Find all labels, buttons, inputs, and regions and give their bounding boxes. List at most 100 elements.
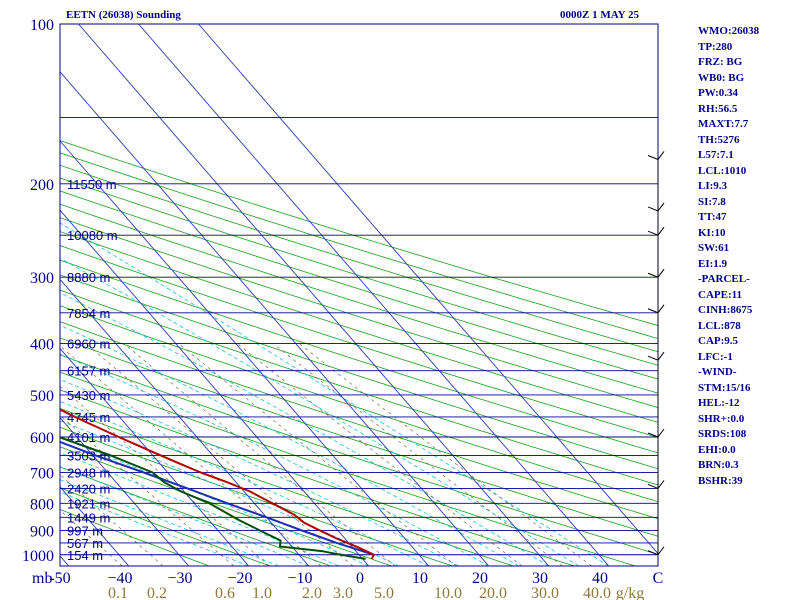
height-label: 2420 m [67,481,110,496]
mixing-ratio-label: 0.2 [147,585,167,600]
moist-adiabat [60,257,580,566]
isotherm [60,347,250,566]
isotherm [60,140,430,566]
pressure-tick-label: 400 [30,337,54,354]
temperature-tick-label: 10 [412,570,428,587]
dry-adiabat [60,217,658,408]
moist-adiabat [60,452,339,566]
wind-barbs [647,151,665,556]
dry-adiabat [60,337,658,537]
wind-barb [647,230,659,236]
wind-barb [647,206,659,212]
pressure-tick-label: 900 [30,523,54,540]
indices-panel: WMO:26038 TP:280 FRZ: BG WB0: BG PW:0.34 RH:5… [698,24,759,489]
sounding-profiles [60,408,375,560]
isotherm [78,24,550,566]
dewpoint-line [60,436,366,560]
grid-lines [0,24,658,566]
mixing-ratio-line [60,509,123,566]
wind-barb [647,432,659,438]
temperature-tick-label: -50 [49,570,70,587]
chart-title: EETN (26038) Sounding [66,9,181,21]
index-item: WB0: BG [698,71,745,84]
wind-barb [647,155,659,160]
pressure-unit-label: mb [32,570,52,587]
height-label: 3503 m [67,448,110,463]
height-label: 997 m [67,523,103,538]
mixing-ratio-line [272,343,563,566]
height-label: 1449 m [67,510,110,525]
isotherm [60,416,190,566]
index-item: EI:1.9 [698,257,728,270]
dry-adiabat [60,446,392,566]
temperature-tick-label: 40 [592,570,608,587]
isotherm [0,24,9,566]
wind-barb [657,428,665,438]
plot-frame [59,23,659,567]
dry-adiabat [60,177,658,366]
dry-adiabat [60,289,658,486]
wind-barb [647,355,659,361]
moist-adiabat [60,466,309,566]
index-item: EHI:0.0 [698,443,736,456]
index-item: MAXT:7.7 [698,118,749,130]
dry-adiabat [60,426,453,566]
mixing-ratio-line [123,343,396,566]
isotherm [60,209,370,566]
temperature-unit-label: C [653,570,664,587]
isotherm [60,71,490,566]
dry-adiabat [60,259,658,454]
isotherm [60,555,70,566]
height-label: 7854 m [67,306,110,321]
mixing-ratio-line [60,345,322,566]
wind-barb [647,550,659,556]
index-item: SI:7.8 [698,195,726,208]
dry-adiabat [60,508,210,566]
index-item: PW:0.34 [698,87,739,99]
height-label: 6157 m [67,364,110,379]
height-label: 5430 m [67,388,110,403]
temperature-line [60,408,375,560]
dry-adiabat [60,305,658,503]
moist-adiabat [60,378,459,566]
height-label: 1921 m [67,496,110,511]
height-label: 6960 m [67,337,110,352]
index-item: RH:56.5 [698,102,738,115]
index-item: -WIND- [698,366,737,378]
dry-adiabat [60,245,658,438]
pressure-tick-label: 500 [30,388,54,405]
mixing-ratio-label: 5.0 [374,585,394,600]
mixing-ratio-line [298,343,593,566]
mixing-ratio-label: 0.6 [215,585,235,600]
height-label: 10080 m [67,228,118,243]
mixing-ratio-line [85,343,354,566]
temperature-tick-label: −40 [107,570,132,587]
pressure-tick-label: 800 [30,496,54,513]
pressure-tick-label: 200 [30,177,54,194]
height-label: 4745 m [67,410,110,425]
index-item: CINH:8675 [698,304,753,316]
temperature-tick-label: 30 [532,570,548,587]
dry-adiabat [60,389,575,566]
wind-barb [657,268,665,278]
height-label: 2948 m [67,466,110,481]
isotherm [138,24,610,566]
dry-adiabat [60,354,658,555]
dry-adiabat [60,487,271,566]
moist-adiabat [60,324,519,566]
index-item: FRZ: BG [698,56,743,68]
dry-adiabat [60,407,514,566]
mixing-ratio-label: 0.1 [108,585,128,600]
index-item: WMO:26038 [698,25,760,37]
dry-adiabat [60,466,332,566]
dry-adiabat [60,321,658,520]
temperature-tick-label: −10 [287,570,312,587]
index-item: BSHR:39 [698,474,743,487]
temperature-tick-label: 20 [472,570,488,587]
pressure-tick-label: 100 [30,17,54,34]
index-item: STM:15/16 [698,381,751,394]
height-label: 154 m [67,548,103,563]
moist-adiabat [60,353,489,566]
index-item: LI:9.3 [698,180,728,192]
